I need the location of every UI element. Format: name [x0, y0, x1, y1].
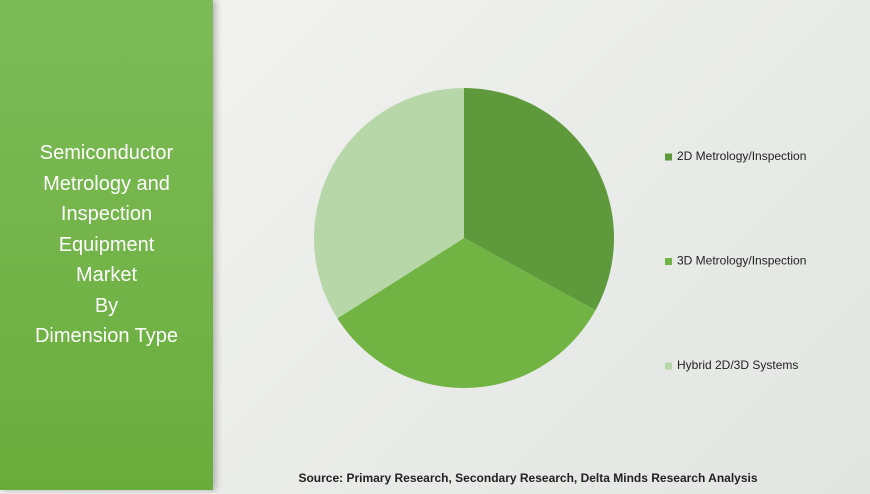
title-line: Equipment: [58, 233, 155, 256]
pie-slice: [464, 88, 614, 311]
title-panel: Semiconductor Metrology and Inspection Equi…: [0, 0, 213, 490]
title-line: By: [94, 294, 119, 317]
legend-marker: [665, 153, 672, 161]
legend-label: 2D Metrology/Inspection: [677, 149, 806, 163]
legend-marker: [665, 258, 672, 265]
pie-slice: [337, 238, 596, 389]
legend-marker: [665, 362, 672, 370]
title-line: Dimension Type: [34, 325, 179, 348]
title-line: Inspection: [60, 203, 153, 226]
legend-label: Hybrid 2D/3D Systems: [677, 358, 798, 372]
title-line: Market: [75, 264, 138, 287]
title-line: Metrology and: [43, 172, 170, 195]
pie-slice: [313, 88, 464, 319]
source: Source: Primary Research, Secondary Rese…: [298, 471, 757, 485]
legend-label: 3D Metrology/Inspection: [677, 254, 806, 268]
title-line: Semiconductor: [39, 142, 174, 165]
